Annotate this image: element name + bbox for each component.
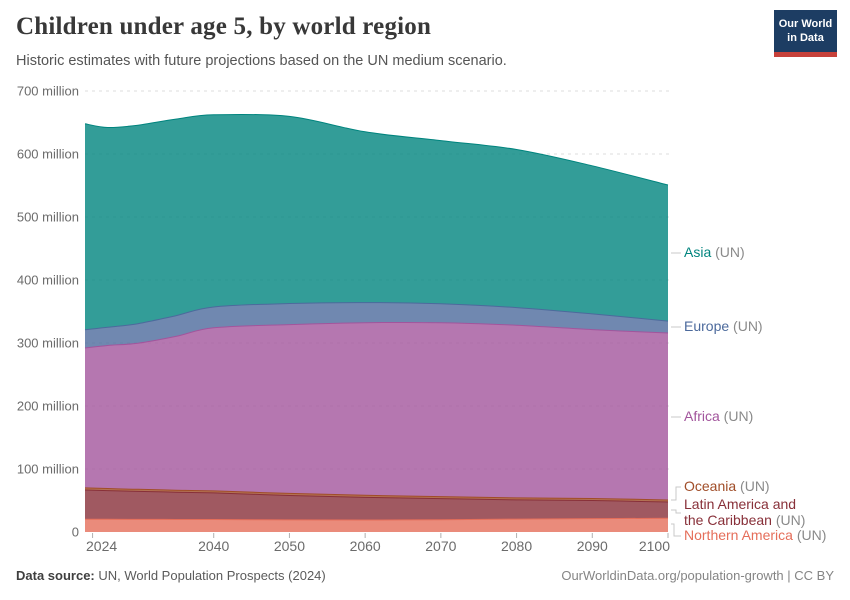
legend-label: Oceania (UN): [684, 478, 770, 494]
legend-item-europe[interactable]: Europe (UN): [684, 318, 763, 335]
y-tick-label-0: 0: [72, 525, 79, 540]
legend-label: Africa (UN): [684, 408, 754, 424]
page-title: Children under age 5, by world region: [16, 13, 432, 40]
legend-label: Europe (UN): [684, 318, 763, 334]
area-oceania[interactable]: [85, 487, 668, 502]
owid-logo-line1: Our World: [778, 18, 833, 30]
data-source-value: UN, World Population Prospects (2024): [94, 568, 326, 583]
credit-link[interactable]: OurWorldinData.org/population-growth | C…: [561, 568, 834, 583]
x-tick-label-2100: 2100: [639, 538, 670, 554]
y-tick-label-700: 700 million: [17, 84, 79, 99]
legend-item-latin-america-and-the-caribbean[interactable]: Latin America and the Caribbean (UN): [684, 496, 806, 528]
y-tick-label-500: 500 million: [17, 210, 79, 225]
area-northern-america[interactable]: [85, 518, 668, 532]
y-tick-label-600: 600 million: [17, 147, 79, 162]
x-tick-label-2060: 2060: [350, 538, 381, 554]
y-tick-label-200: 200 million: [17, 399, 79, 414]
line-asia: [84, 113, 669, 186]
x-tick-label-2024: 2024: [86, 538, 117, 554]
x-tick-label-2080: 2080: [501, 538, 532, 554]
area-africa[interactable]: [85, 322, 668, 500]
legend-label: Northern America (UN): [684, 527, 827, 543]
legend-item-oceania[interactable]: Oceania (UN): [684, 478, 770, 495]
legend-item-africa[interactable]: Africa (UN): [684, 408, 754, 425]
data-source-note: Data source: UN, World Population Prospe…: [16, 568, 326, 583]
legend-label: Latin America and: [684, 496, 797, 512]
line-northern-america: [85, 517, 669, 521]
area-latin-america-and-the-caribbean[interactable]: [85, 490, 668, 521]
data-source-label: Data source:: [16, 568, 95, 583]
x-tick-label-2050: 2050: [274, 538, 305, 554]
line-latin-america-and-the-caribbean: [84, 489, 669, 503]
x-tick-label-2070: 2070: [425, 538, 456, 554]
legend-item-asia[interactable]: Asia (UN): [684, 244, 745, 261]
legend-connector-northern-america: [671, 523, 681, 537]
chart-subtitle: Historic estimates with future projectio…: [16, 53, 507, 69]
y-tick-label-300: 300 million: [17, 336, 79, 351]
line-europe: [84, 302, 669, 331]
y-tick-label-400: 400 million: [17, 273, 79, 288]
owid-logo-line2: in Data: [787, 32, 824, 45]
line-africa: [84, 321, 669, 349]
x-tick-label-2040: 2040: [198, 538, 229, 554]
line-oceania: [84, 487, 669, 501]
legend-connector-oceania: [671, 486, 681, 501]
y-tick-label-100: 100 million: [17, 462, 79, 477]
owid-logo[interactable]: Our World in Data: [774, 10, 837, 57]
legend-label: Asia (UN): [684, 244, 745, 260]
area-europe[interactable]: [85, 302, 668, 348]
legend-label: the Caribbean (UN): [684, 511, 806, 528]
legend-connector-latin-america-and-the-caribbean: [671, 509, 681, 514]
x-tick-label-2090: 2090: [577, 538, 608, 554]
legend-item-northern-america[interactable]: Northern America (UN): [684, 527, 827, 544]
area-asia[interactable]: [85, 114, 668, 330]
